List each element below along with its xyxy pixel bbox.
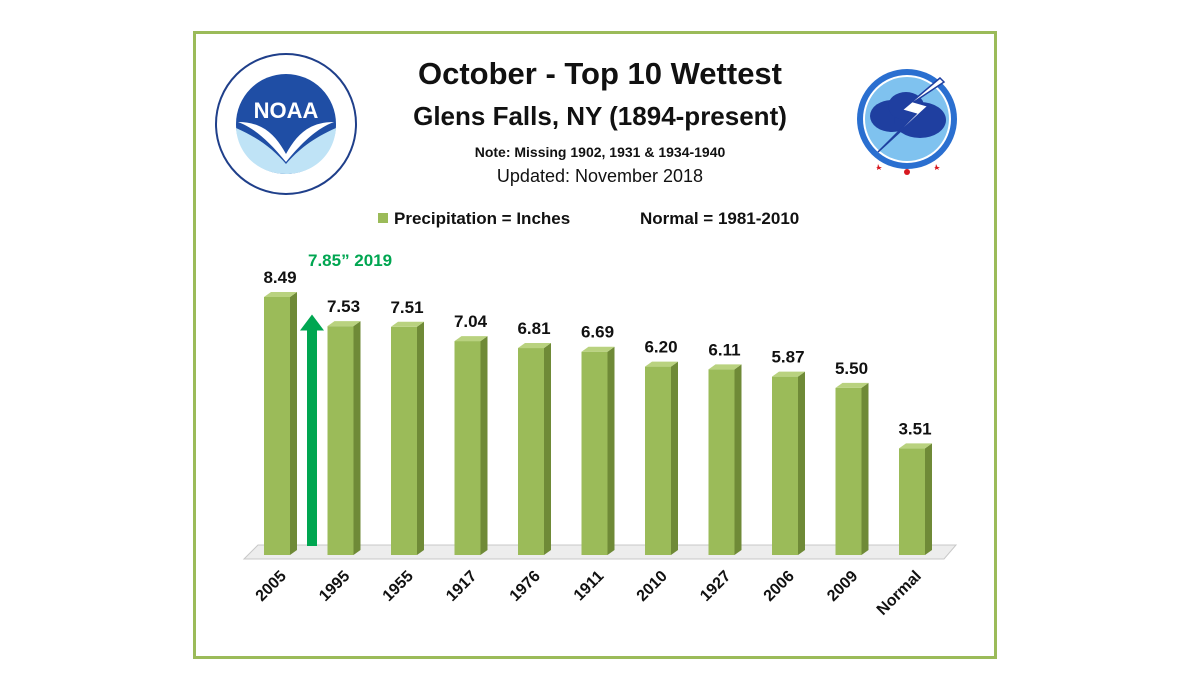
category-label: 1995: [316, 568, 353, 605]
category-label: 2005: [253, 568, 290, 605]
category-label: Normal: [874, 568, 925, 619]
value-label: 6.69: [581, 323, 614, 342]
value-label: 7.53: [327, 297, 360, 316]
value-label: 6.11: [708, 340, 740, 359]
chart-note: Note: Missing 1902, 1931 & 1934-1940: [474, 144, 726, 160]
noaa-logo: NOAA: [214, 52, 358, 201]
noaa-logo-text: NOAA: [254, 98, 319, 123]
category-label: 2010: [634, 568, 671, 605]
value-label: 3.51: [898, 419, 931, 438]
bar-1911: [581, 346, 615, 555]
bar-2009: [835, 382, 869, 555]
category-label: 2009: [824, 568, 861, 605]
annotation-label: 7.85” 2019: [308, 251, 392, 270]
category-label: 1911: [571, 568, 608, 605]
nws-logo: [832, 44, 982, 199]
category-label: 1955: [380, 568, 417, 605]
value-label: 6.20: [644, 338, 677, 357]
bar-2006: [772, 371, 805, 555]
bar-1917: [454, 336, 488, 555]
legend-precipitation: Precipitation = Inches: [378, 209, 570, 229]
category-label: 2006: [761, 568, 798, 605]
bar-2005: [264, 292, 297, 555]
value-label: 8.49: [263, 268, 296, 287]
value-label: 5.50: [835, 359, 868, 378]
value-label: 7.51: [390, 298, 423, 317]
bar-2010: [645, 361, 678, 555]
category-label: 1976: [507, 568, 544, 605]
bar-1995: [327, 321, 361, 555]
chart-updated: Updated: November 2018: [496, 166, 704, 186]
value-label: 7.04: [454, 312, 488, 331]
chart-subtitle: Glens Falls, NY (1894-present): [413, 101, 787, 131]
bar-1955: [391, 321, 424, 555]
value-label: 5.87: [771, 348, 804, 367]
category-label: 1917: [443, 568, 480, 605]
annotation-arrow-shaft: [307, 328, 317, 546]
chart-title: October - Top 10 Wettest: [417, 56, 782, 91]
value-label: 6.81: [517, 319, 550, 338]
annotation-arrow-head: [300, 314, 324, 331]
bar-1927: [708, 364, 742, 555]
legend-normal: Normal = 1981-2010: [640, 209, 800, 228]
category-label: 1927: [697, 568, 734, 605]
legend-precipitation-label: Precipitation = Inches: [394, 209, 571, 228]
legend-swatch: [378, 213, 388, 223]
bar-normal: [899, 443, 932, 555]
bar-1976: [518, 343, 551, 555]
